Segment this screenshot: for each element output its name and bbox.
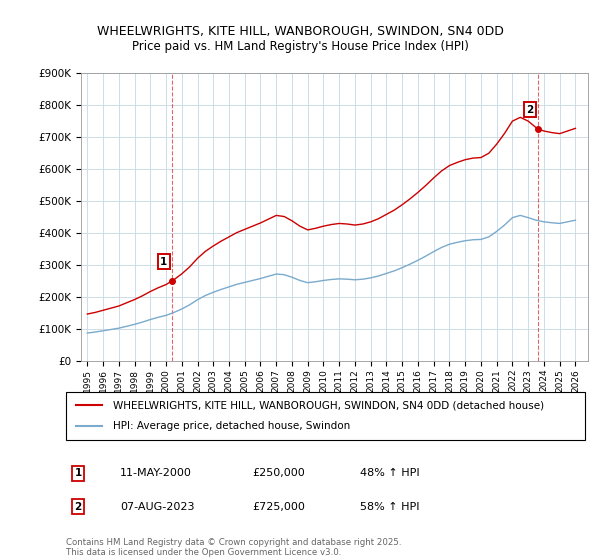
Text: 07-AUG-2023: 07-AUG-2023 (120, 502, 194, 512)
Text: £725,000: £725,000 (252, 502, 305, 512)
Text: 58% ↑ HPI: 58% ↑ HPI (360, 502, 419, 512)
Text: Price paid vs. HM Land Registry's House Price Index (HPI): Price paid vs. HM Land Registry's House … (131, 40, 469, 53)
Text: WHEELWRIGHTS, KITE HILL, WANBOROUGH, SWINDON, SN4 0DD (detached house): WHEELWRIGHTS, KITE HILL, WANBOROUGH, SWI… (113, 400, 544, 410)
Text: 1: 1 (160, 257, 167, 267)
Text: £250,000: £250,000 (252, 468, 305, 478)
FancyBboxPatch shape (66, 392, 585, 440)
Text: WHEELWRIGHTS, KITE HILL, WANBOROUGH, SWINDON, SN4 0DD: WHEELWRIGHTS, KITE HILL, WANBOROUGH, SWI… (97, 25, 503, 38)
Text: 1: 1 (74, 468, 82, 478)
Text: 2: 2 (74, 502, 82, 512)
Text: This data is licensed under the Open Government Licence v3.0.: This data is licensed under the Open Gov… (66, 548, 341, 557)
Text: 48% ↑ HPI: 48% ↑ HPI (360, 468, 419, 478)
Text: Contains HM Land Registry data © Crown copyright and database right 2025.: Contains HM Land Registry data © Crown c… (66, 538, 401, 547)
Text: HPI: Average price, detached house, Swindon: HPI: Average price, detached house, Swin… (113, 421, 350, 431)
Text: 2: 2 (526, 105, 533, 115)
Text: 11-MAY-2000: 11-MAY-2000 (120, 468, 192, 478)
